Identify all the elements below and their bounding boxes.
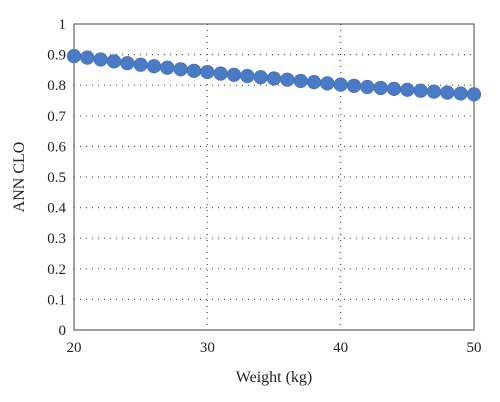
plot-border: [73, 23, 475, 331]
x-tick-label: 20: [67, 340, 82, 356]
data-point: [346, 78, 362, 93]
data-point: [160, 60, 175, 75]
data-point: [240, 68, 255, 84]
data-point: [466, 87, 482, 102]
y-axis-title: ANN CLO: [11, 142, 28, 213]
data-point: [400, 82, 415, 97]
grid-lines: [74, 24, 474, 330]
y-tick-label: 0.5: [47, 170, 66, 186]
data-point: [306, 75, 322, 90]
data-point: [200, 64, 215, 80]
data-point: [386, 81, 402, 96]
data-point: [266, 71, 282, 86]
data-point: [120, 56, 135, 71]
data-point: [213, 66, 228, 81]
x-tick-label: 50: [467, 340, 482, 356]
data-point: [453, 86, 468, 101]
data-point: [373, 80, 388, 96]
y-tick-label: 0.9: [47, 48, 66, 64]
data-point: [426, 84, 442, 99]
y-tick-label: 0: [59, 323, 67, 339]
data-point: [173, 62, 188, 77]
data-point: [106, 54, 122, 69]
y-tick-label: 0.2: [47, 262, 66, 278]
data-point: [320, 76, 335, 91]
data-point: [333, 77, 348, 92]
x-tick-label: 30: [200, 340, 215, 356]
data-point: [440, 85, 455, 100]
data-point: [80, 50, 95, 65]
x-axis-title: Weight (kg): [236, 369, 312, 386]
y-tick-label: 0.8: [47, 78, 66, 94]
data-point: [226, 67, 242, 82]
data-point: [253, 70, 268, 85]
data-point: [413, 83, 428, 98]
y-tick-label: 0.4: [47, 201, 66, 217]
tick-labels: 0 0.1 0.2 0.3 0.4 0.5 0.6 0.7 0.8 0.9 1 20 30 40 50: [47, 17, 481, 356]
data-point: [93, 52, 108, 67]
data-point: [133, 57, 148, 72]
data-point: [186, 63, 202, 78]
y-tick-label: 0.6: [47, 139, 66, 155]
y-tick-label: 0.1: [47, 292, 66, 308]
data-point: [66, 49, 82, 64]
data-points: [66, 49, 482, 102]
y-tick-label: 1: [59, 17, 67, 33]
data-point: [280, 72, 295, 87]
x-tick-label: 40: [333, 340, 348, 356]
data-point: [146, 59, 162, 74]
y-tick-label: 0.7: [47, 109, 66, 125]
data-point: [360, 79, 375, 95]
y-tick-label: 0.3: [47, 231, 66, 247]
data-point: [293, 73, 308, 89]
